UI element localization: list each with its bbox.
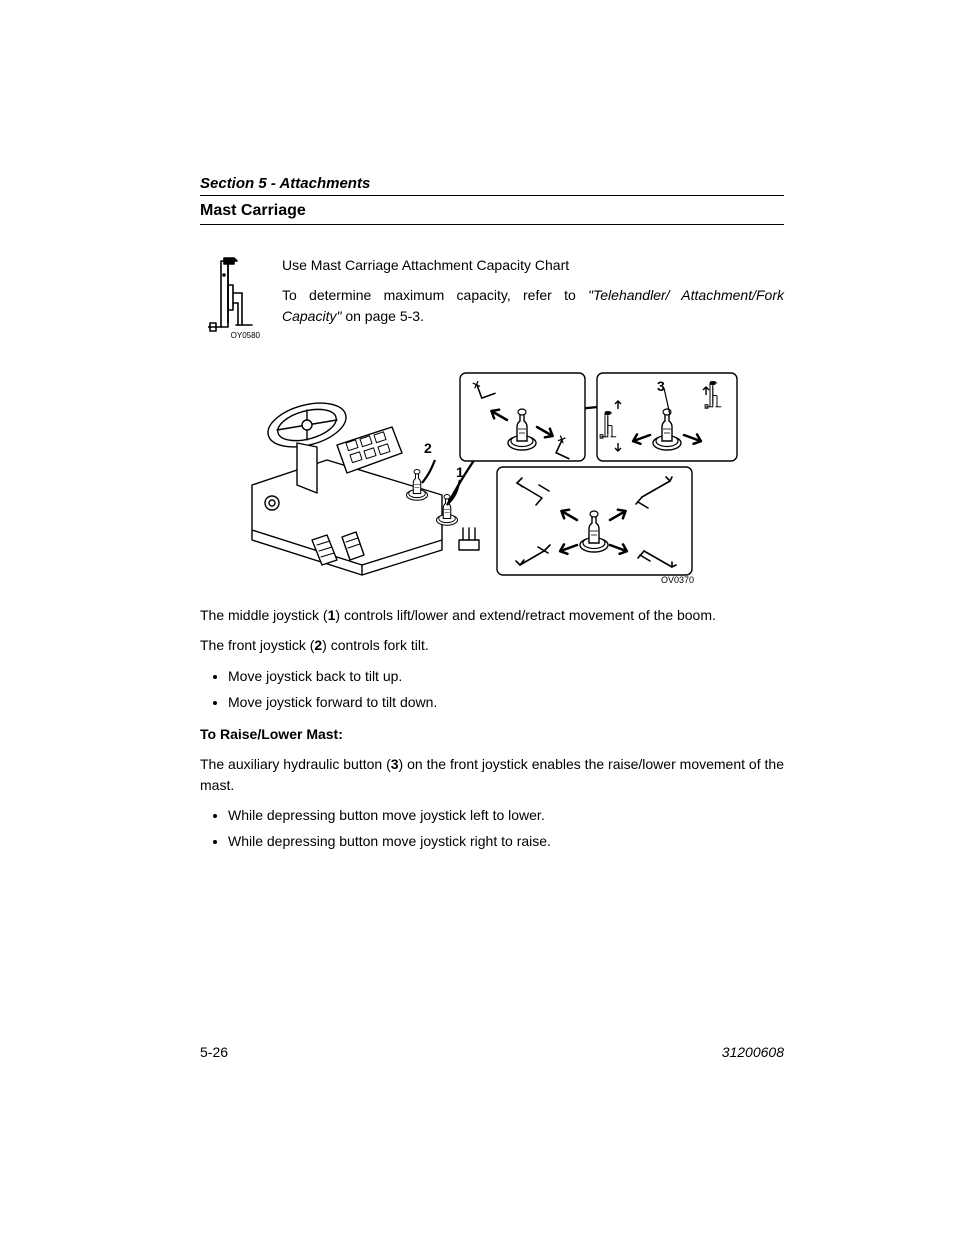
p2-pre: The front joystick ( <box>200 637 314 653</box>
boom-panel <box>497 467 692 575</box>
joystick-diagram: 2 1 3 <box>200 365 784 590</box>
body-text: The middle joystick (1) controls lift/lo… <box>200 605 784 852</box>
raise-lower-heading: To Raise/Lower Mast: <box>200 724 784 744</box>
p1-pre: The middle joystick ( <box>200 607 328 623</box>
tilt-bullet-list: Move joystick back to tilt up. Move joys… <box>200 666 784 713</box>
mast-icon-box: OY0580 <box>200 255 262 340</box>
p2-post: ) controls fork tilt. <box>322 637 429 653</box>
list-item: While depressing button move joystick ri… <box>228 831 784 851</box>
p2-num: 2 <box>314 637 322 653</box>
manual-page: Section 5 - Attachments Mast Carriage <box>0 0 954 1235</box>
intro-line2-post: on page 5-3. <box>341 308 424 324</box>
document-number: 31200608 <box>722 1044 784 1060</box>
joystick-diagram-svg: 2 1 3 <box>242 365 742 590</box>
page-footer: 5-26 31200608 <box>200 1044 784 1060</box>
intro-text: Use Mast Carriage Attachment Capacity Ch… <box>282 255 784 336</box>
intro-line2-pre: To determine maximum capacity, refer to <box>282 287 588 303</box>
paragraph-joystick-1: The middle joystick (1) controls lift/lo… <box>200 605 784 625</box>
raise-lower-bullet-list: While depressing button move joystick le… <box>200 805 784 852</box>
console-drawing <box>252 395 479 575</box>
p1-post: ) controls lift/lower and extend/retract… <box>335 607 716 623</box>
diagram-label-2: 2 <box>424 440 432 456</box>
paragraph-joystick-2: The front joystick (2) controls fork til… <box>200 635 784 655</box>
icon-code-label: OY0580 <box>231 331 260 340</box>
diagram-label-3: 3 <box>657 378 665 394</box>
list-item: Move joystick forward to tilt down. <box>228 692 784 712</box>
intro-line-2: To determine maximum capacity, refer to … <box>282 285 784 326</box>
intro-line-1: Use Mast Carriage Attachment Capacity Ch… <box>282 255 784 275</box>
mast-carriage-icon <box>208 255 254 333</box>
section-header: Section 5 - Attachments <box>200 175 784 196</box>
diagram-label-1: 1 <box>456 464 464 480</box>
list-item: Move joystick back to tilt up. <box>228 666 784 686</box>
intro-row: OY0580 Use Mast Carriage Attachment Capa… <box>200 255 784 340</box>
p3-pre: The auxiliary hydraulic button ( <box>200 756 391 772</box>
page-number: 5-26 <box>200 1044 228 1060</box>
fork-tilt-panel <box>460 373 585 461</box>
list-item: While depressing button move joystick le… <box>228 805 784 825</box>
diagram-code: OV0370 <box>661 575 694 585</box>
p3-num: 3 <box>391 756 399 772</box>
mast-raise-panel: 3 <box>597 373 737 461</box>
paragraph-aux-button: The auxiliary hydraulic button (3) on th… <box>200 754 784 795</box>
page-subheading: Mast Carriage <box>200 202 784 225</box>
